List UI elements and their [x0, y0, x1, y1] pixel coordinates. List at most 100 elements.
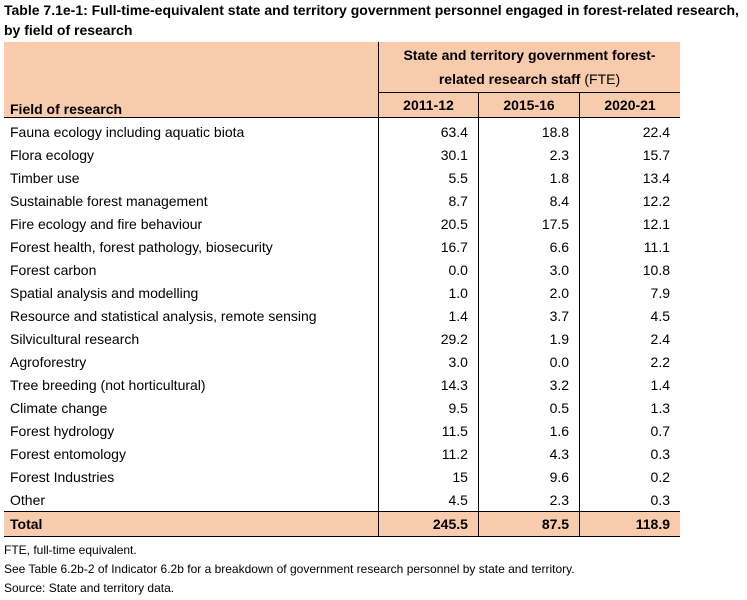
- table-row: Sustainable forest management 8.7 8.4 12.2: [4, 189, 680, 212]
- cell-value: 11.5: [378, 419, 479, 442]
- total-value: 118.9: [579, 511, 680, 537]
- cell-value: 5.5: [378, 166, 479, 189]
- cell-value: 14.3: [378, 373, 479, 396]
- row-label: Agroforestry: [10, 353, 87, 370]
- row-label: Fire ecology and fire behaviour: [10, 215, 203, 232]
- cell-value: 3.2: [477, 373, 580, 396]
- table-title: Table 7.1e-1: Full-time-equivalent state…: [4, 2, 739, 38]
- table-row: Forest entomology 11.2 4.3 0.3: [4, 442, 680, 465]
- row-label: Timber use: [10, 169, 80, 186]
- row-label: Forest health, forest pathology, biosecu…: [10, 238, 273, 255]
- row-label: Forest hydrology: [10, 422, 115, 439]
- cell-value: 29.2: [378, 327, 479, 350]
- cell-value: 12.1: [579, 212, 680, 235]
- table-row: Tree breeding (not horticultural) 14.3 3.2…: [4, 373, 680, 396]
- table-row: Flora ecology 30.1 2.3 15.7: [4, 143, 680, 166]
- cell-value: 8.4: [477, 189, 580, 212]
- cell-value: 18.8: [477, 117, 580, 143]
- cell-value: 22.4: [579, 117, 680, 143]
- table-row: Timber use 5.5 1.8 13.4: [4, 166, 680, 189]
- cell-value: 2.4: [579, 327, 680, 350]
- table-row: Forest health, forest pathology, biosecu…: [4, 235, 680, 258]
- cell-value: 63.4: [378, 117, 479, 143]
- cell-value: 3.0: [378, 350, 479, 373]
- row-label: Climate change: [10, 399, 108, 416]
- cell-value: 3.0: [477, 258, 580, 281]
- row-label: Flora ecology: [10, 146, 95, 163]
- cell-value: 1.8: [477, 166, 580, 189]
- cell-value: 13.4: [579, 166, 680, 189]
- cell-value: 17.5: [477, 212, 580, 235]
- group-header-text: State and territory government forest-re…: [403, 47, 656, 87]
- note: See Table 6.2b-2 of Indicator 6.2b for a…: [4, 562, 575, 576]
- row-label: Silvicultural research: [10, 330, 140, 347]
- cell-value: 1.3: [579, 396, 680, 419]
- table-row: Forest Industries 15 9.6 0.2: [4, 465, 680, 488]
- cell-value: 10.8: [579, 258, 680, 281]
- note: FTE, full-time equivalent.: [4, 543, 137, 557]
- cell-value: 15: [378, 465, 479, 488]
- table-row: Forest carbon 0.0 3.0 10.8: [4, 258, 680, 281]
- cell-value: 7.9: [579, 281, 680, 304]
- cell-value: 30.1: [378, 143, 479, 166]
- column-header: Field of research: [4, 42, 379, 118]
- table-row: Fire ecology and fire behaviour 20.5 17.5 1…: [4, 212, 680, 235]
- cell-value: 12.2: [579, 189, 680, 212]
- header-row: 2011-12 2015-16 2020-21: [4, 92, 680, 118]
- cell-value: 2.0: [477, 281, 580, 304]
- cell-value: 1.0: [378, 281, 479, 304]
- group-header-unit: (FTE): [584, 71, 621, 87]
- cell-value: 1.9: [477, 327, 580, 350]
- row-label: Tree breeding (not horticultural): [10, 376, 206, 393]
- table-row: Resource and statistical analysis, remot…: [4, 304, 680, 327]
- cell-value: 4.5: [579, 304, 680, 327]
- table-row: Forest hydrology 11.5 1.6 0.7: [4, 419, 680, 442]
- cell-value: 2.3: [477, 143, 580, 166]
- cell-value: 20.5: [378, 212, 479, 235]
- cell-value: 4.5: [378, 488, 479, 512]
- note: Source: State and territory data.: [4, 581, 175, 595]
- cell-value: 0.0: [378, 258, 479, 281]
- total-row: Total 245.5 87.5 118.9: [4, 511, 680, 537]
- cell-value: 0.7: [579, 419, 680, 442]
- cell-value: 0.0: [477, 350, 580, 373]
- cell-value: 9.6: [477, 465, 580, 488]
- table-row: Silvicultural research 29.2 1.9 2.4: [4, 327, 680, 350]
- cell-value: 0.3: [579, 442, 680, 465]
- cell-value: 0.2: [579, 465, 680, 488]
- data-table: Field of research State and territory go…: [4, 42, 680, 537]
- row-label: Other: [10, 491, 46, 508]
- table-body: Fauna ecology including aquatic biota 63.…: [4, 117, 680, 537]
- row-label: Spatial analysis and modelling: [10, 284, 199, 301]
- total-value: 87.5: [477, 511, 580, 537]
- cell-value: 8.7: [378, 189, 479, 212]
- header-row: Field of research State and territory go…: [4, 42, 680, 118]
- table-row: Agroforestry 3.0 0.0 2.2: [4, 350, 680, 373]
- row-label: Sustainable forest management: [10, 192, 208, 209]
- cell-value: 2.3: [477, 488, 580, 512]
- cell-value: 2.2: [579, 350, 680, 373]
- cell-value: 0.3: [579, 488, 680, 512]
- cell-value: 1.4: [579, 373, 680, 396]
- group-header: State and territory government forest-re…: [378, 42, 680, 93]
- cell-value: 9.5: [378, 396, 479, 419]
- column-header: 2020-21: [579, 92, 680, 118]
- cell-value: 3.7: [477, 304, 580, 327]
- cell-value: 1.6: [477, 419, 580, 442]
- cell-value: 11.2: [378, 442, 479, 465]
- cell-value: 15.7: [579, 143, 680, 166]
- table-row: Other 4.5 2.3 0.3: [4, 488, 680, 512]
- row-label: Resource and statistical analysis, remot…: [10, 307, 317, 324]
- table-row: Spatial analysis and modelling 1.0 2.0 7.9: [4, 281, 680, 304]
- cell-value: 11.1: [579, 235, 680, 258]
- cell-value: 1.4: [378, 304, 479, 327]
- cell-value: 16.7: [378, 235, 479, 258]
- cell-value: 6.6: [477, 235, 580, 258]
- table-row: Fauna ecology including aquatic biota 63.…: [4, 117, 680, 143]
- row-label: Forest entomology: [10, 445, 126, 462]
- total-label: Total: [4, 511, 379, 537]
- column-header: 2015-16: [477, 92, 580, 118]
- table-row: Climate change 9.5 0.5 1.3: [4, 396, 680, 419]
- total-value: 245.5: [378, 511, 479, 537]
